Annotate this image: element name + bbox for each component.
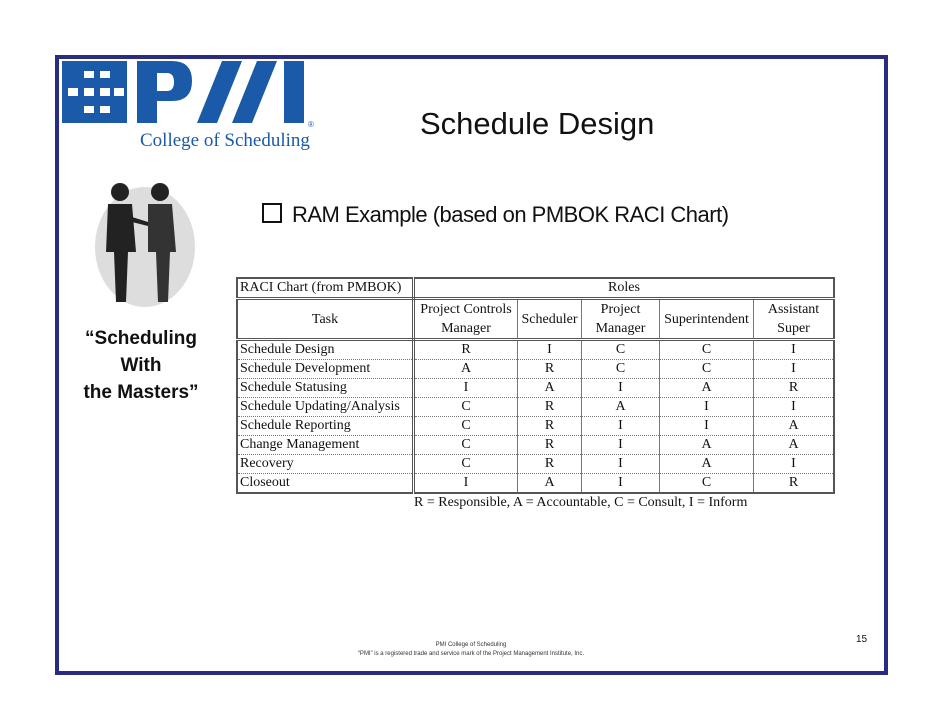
raci-cell: I	[753, 397, 835, 417]
pmi-logo: ®	[62, 61, 314, 129]
role-header: Superintendent	[659, 298, 754, 341]
svg-text:®: ®	[308, 120, 314, 129]
table-legend: R = Responsible, A = Accountable, C = Co…	[414, 495, 748, 510]
table-row: Schedule Design R I C C I	[236, 339, 835, 360]
raci-cell: R	[517, 359, 582, 379]
table-row: Closeout I A I C R	[236, 473, 835, 494]
raci-cell: R	[413, 339, 518, 360]
raci-cell: I	[753, 359, 835, 379]
raci-table: RACI Chart (from PMBOK) Roles Task Proje…	[236, 277, 835, 494]
page-number: 15	[856, 634, 868, 645]
role-header: Project Manager	[581, 298, 660, 341]
bullet-point: RAM Example (based on PMBOK RACI Chart)	[262, 202, 729, 228]
raci-cell: I	[517, 339, 582, 360]
raci-cell: I	[581, 435, 660, 455]
footer-line-1: PMI College of Scheduling	[435, 642, 507, 648]
raci-cell: I	[581, 378, 660, 398]
role-line: Assistant	[767, 302, 820, 317]
role-line: Super	[777, 321, 810, 336]
raci-cell: C	[659, 339, 754, 360]
task-cell: Schedule Design	[236, 339, 415, 360]
raci-cell: I	[659, 416, 754, 436]
table-row: Schedule Updating/Analysis C R A I I	[236, 397, 835, 417]
raci-cell: C	[581, 339, 660, 360]
side-caption: “Scheduling With the Masters”	[66, 325, 216, 406]
raci-cell: I	[413, 473, 518, 494]
raci-cell: A	[413, 359, 518, 379]
roles-header: Roles	[413, 277, 835, 300]
raci-cell: I	[581, 473, 660, 494]
logo-text: College of Scheduling	[140, 130, 310, 151]
raci-cell: C	[659, 359, 754, 379]
task-cell: Schedule Development	[236, 359, 415, 379]
checkbox-bullet-icon	[262, 203, 282, 223]
side-caption-line: the Masters”	[83, 382, 199, 403]
task-cell: Recovery	[236, 454, 415, 474]
footer-line-2: “PMI” is a registered trade and service …	[357, 651, 585, 657]
raci-cell: A	[753, 416, 835, 436]
raci-cell: R	[517, 397, 582, 417]
task-cell: Schedule Reporting	[236, 416, 415, 436]
raci-cell: C	[413, 435, 518, 455]
raci-cell: I	[659, 397, 754, 417]
table-header-row: RACI Chart (from PMBOK) Roles	[236, 277, 835, 300]
task-cell: Closeout	[236, 473, 415, 494]
table-header-row: Task Project Controls Manager Scheduler P…	[236, 298, 835, 341]
task-cell: Schedule Statusing	[236, 378, 415, 398]
role-line: Manager	[441, 321, 491, 336]
role-line: Project	[600, 302, 641, 317]
raci-cell: I	[753, 339, 835, 360]
task-header: Task	[236, 298, 415, 341]
raci-cell: A	[581, 397, 660, 417]
raci-cell: A	[753, 435, 835, 455]
raci-cell: I	[581, 416, 660, 436]
table-row: Recovery C R I A I	[236, 454, 835, 474]
table-row: Schedule Statusing I A I A R	[236, 378, 835, 398]
table-corner: RACI Chart (from PMBOK)	[236, 277, 415, 300]
role-header: Scheduler	[517, 298, 582, 341]
raci-cell: R	[517, 454, 582, 474]
task-cell: Schedule Updating/Analysis	[236, 397, 415, 417]
task-cell: Change Management	[236, 435, 415, 455]
role-line: Manager	[595, 321, 646, 336]
handshake-image	[95, 183, 195, 307]
raci-cell: R	[753, 473, 835, 494]
raci-cell: C	[413, 454, 518, 474]
role-line: Project Controls	[420, 302, 512, 317]
role-header: Assistant Super	[753, 298, 835, 341]
raci-cell: C	[581, 359, 660, 379]
raci-cell: A	[517, 473, 582, 494]
raci-cell: C	[413, 416, 518, 436]
slide-title: Schedule Design	[420, 106, 655, 141]
raci-cell: R	[517, 416, 582, 436]
raci-cell: I	[413, 378, 518, 398]
raci-cell: I	[753, 454, 835, 474]
raci-cell: C	[413, 397, 518, 417]
raci-cell: A	[659, 378, 754, 398]
raci-cell: C	[659, 473, 754, 494]
side-caption-line: With	[120, 355, 162, 376]
raci-cell: R	[753, 378, 835, 398]
raci-cell: A	[659, 435, 754, 455]
bullet-text: RAM Example (based on PMBOK RACI Chart)	[292, 202, 729, 227]
side-caption-line: “Scheduling	[85, 328, 197, 349]
raci-cell: R	[517, 435, 582, 455]
table-row: Change Management C R I A A	[236, 435, 835, 455]
table-row: Schedule Development A R C C I	[236, 359, 835, 379]
table-row: Schedule Reporting C R I I A	[236, 416, 835, 436]
raci-cell: A	[517, 378, 582, 398]
raci-cell: A	[659, 454, 754, 474]
raci-cell: I	[581, 454, 660, 474]
role-header: Project Controls Manager	[413, 298, 518, 341]
